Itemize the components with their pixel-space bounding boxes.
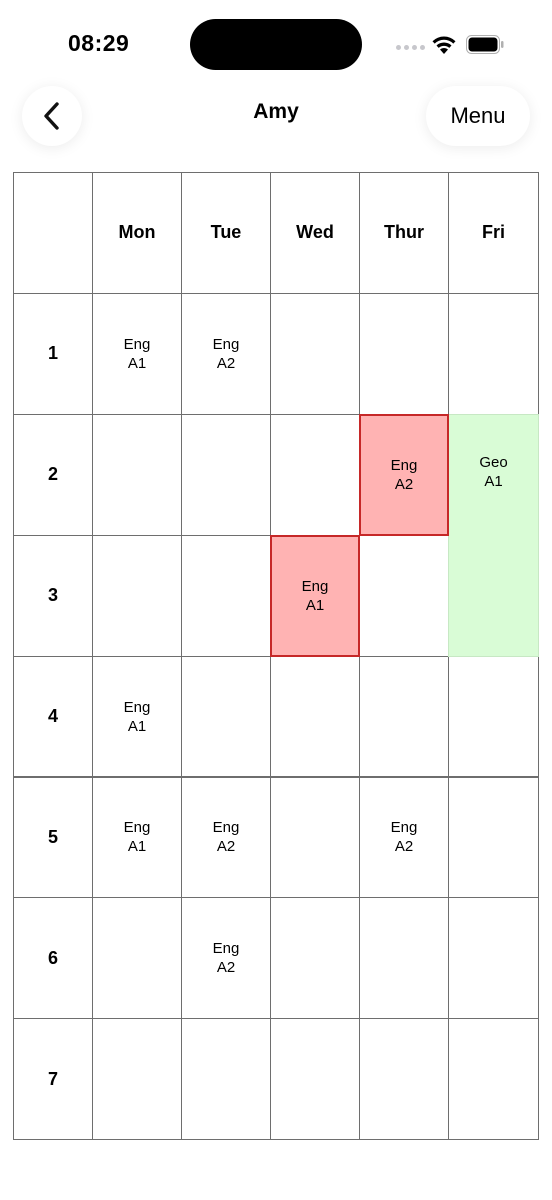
empty-slot-tue-7[interactable] — [181, 1018, 271, 1141]
empty-slot-fri-4[interactable] — [448, 655, 539, 778]
lesson-subject: Eng — [123, 819, 151, 837]
wifi-icon — [432, 36, 456, 54]
empty-slot-fri-1[interactable] — [448, 292, 539, 415]
empty-slot-wed-6[interactable] — [270, 897, 360, 1020]
period-label-2: 2 — [13, 413, 93, 536]
period-label-7: 7 — [13, 1018, 93, 1141]
page-title: Amy — [253, 100, 299, 123]
empty-slot-fri-6[interactable] — [448, 897, 539, 1020]
lesson-cell-mon-5[interactable]: Eng A1 — [92, 776, 182, 899]
lesson-cell-thur-2[interactable]: Eng A2 — [359, 413, 449, 536]
lesson-subject: Eng — [212, 335, 240, 353]
lesson-group: A2 — [216, 354, 236, 372]
menu-button[interactable]: Menu — [426, 86, 530, 146]
lesson-group: A1 — [484, 472, 503, 490]
lesson-group: A1 — [127, 354, 147, 372]
lesson-group: A1 — [127, 838, 147, 856]
lesson-cell-mon-4[interactable]: Eng A1 — [92, 655, 182, 778]
lesson-subject: Geo — [479, 453, 508, 471]
lesson-group: A2 — [394, 475, 414, 493]
back-button[interactable] — [22, 86, 82, 146]
lesson-cell-fri-2[interactable]: Geo A1 — [448, 413, 539, 657]
empty-slot-wed-7[interactable] — [270, 1018, 360, 1141]
lesson-subject: Eng — [390, 456, 418, 474]
chevron-left-icon — [44, 102, 59, 130]
period-label-6: 6 — [13, 897, 93, 1020]
empty-slot-mon-7[interactable] — [92, 1018, 182, 1141]
empty-slot-thur-4[interactable] — [359, 655, 449, 778]
day-header-tue: Tue — [181, 172, 271, 294]
status-time: 08:29 — [68, 30, 130, 56]
lesson-cell-mon-1[interactable]: Eng A1 — [92, 292, 182, 415]
empty-slot-thur-7[interactable] — [359, 1018, 449, 1141]
period-label-5: 5 — [13, 776, 93, 899]
lesson-cell-thur-5[interactable]: Eng A2 — [359, 776, 449, 899]
lesson-cell-tue-6[interactable]: Eng A2 — [181, 897, 271, 1020]
lesson-cell-wed-3[interactable]: Eng A1 — [270, 534, 360, 657]
empty-slot-mon-3[interactable] — [92, 534, 182, 657]
lesson-subject: Eng — [390, 819, 418, 837]
day-header-wed: Wed — [270, 172, 360, 294]
grid-corner-cell — [13, 172, 93, 294]
empty-slot-thur-6[interactable] — [359, 897, 449, 1020]
day-header-mon: Mon — [92, 172, 182, 294]
empty-slot-tue-3[interactable] — [181, 534, 271, 657]
status-bar: 08:29 — [0, 0, 552, 80]
empty-slot-wed-4[interactable] — [270, 655, 360, 778]
lesson-subject: Eng — [123, 698, 151, 716]
day-header-thur: Thur — [359, 172, 449, 294]
dynamic-island — [190, 19, 362, 70]
lesson-subject: Eng — [212, 940, 240, 958]
lesson-subject: Eng — [212, 819, 240, 837]
empty-slot-thur-1[interactable] — [359, 292, 449, 415]
empty-slot-mon-2[interactable] — [92, 413, 182, 536]
empty-slot-tue-2[interactable] — [181, 413, 271, 536]
empty-slot-wed-2[interactable] — [270, 413, 360, 536]
empty-slot-fri-7[interactable] — [448, 1018, 539, 1141]
lesson-subject: Eng — [123, 335, 151, 353]
lesson-group: A2 — [394, 838, 414, 856]
empty-slot-thur-3[interactable] — [359, 534, 449, 657]
empty-slot-wed-1[interactable] — [270, 292, 360, 415]
lesson-group: A1 — [305, 596, 325, 614]
lesson-group: A1 — [127, 717, 147, 735]
empty-slot-fri-5[interactable] — [448, 776, 539, 899]
period-label-4: 4 — [13, 655, 93, 778]
timetable-grid: Mon Tue Wed Thur Fri 1 2 3 4 5 6 7 Eng A1 Eng A2 Eng A1 En… — [13, 172, 539, 1141]
period-label-3: 3 — [13, 534, 93, 657]
empty-slot-tue-4[interactable] — [181, 655, 271, 778]
battery-icon — [466, 35, 504, 54]
lesson-cell-tue-1[interactable]: Eng A2 — [181, 292, 271, 415]
lesson-cell-tue-5[interactable]: Eng A2 — [181, 776, 271, 899]
cellular-signal-icon — [396, 43, 426, 51]
lesson-group: A2 — [216, 959, 236, 977]
day-header-fri: Fri — [448, 172, 539, 294]
lesson-subject: Eng — [301, 577, 329, 595]
empty-slot-wed-5[interactable] — [270, 776, 360, 899]
lesson-group: A2 — [216, 838, 236, 856]
period-label-1: 1 — [13, 292, 93, 415]
empty-slot-mon-6[interactable] — [92, 897, 182, 1020]
